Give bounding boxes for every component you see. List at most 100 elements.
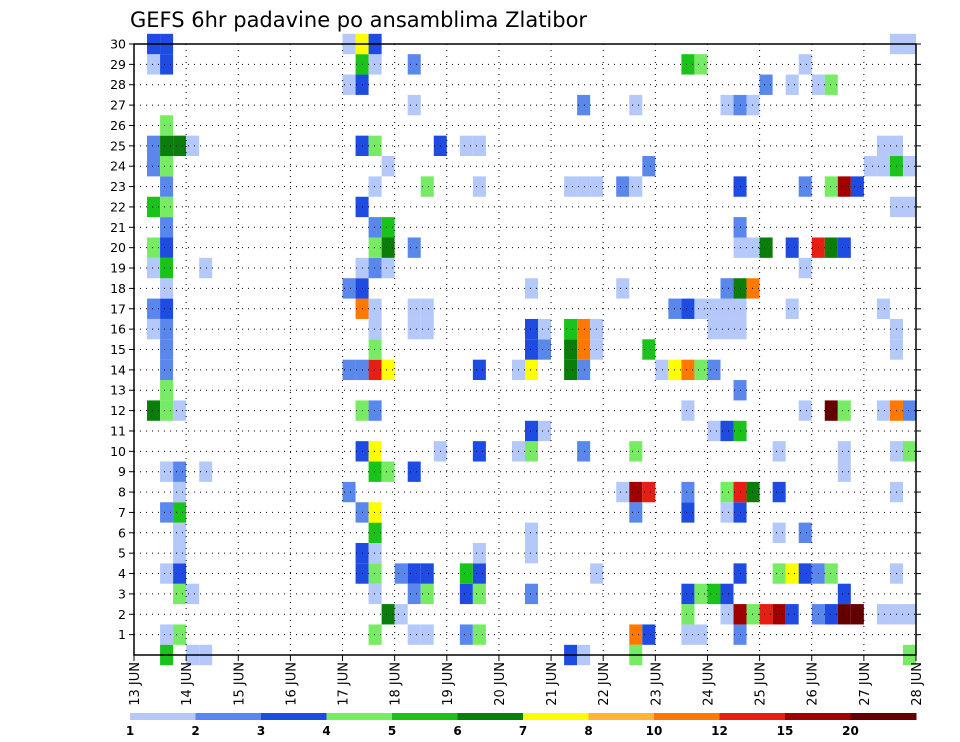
heatmap-cell [798, 257, 812, 279]
heatmap-cell [160, 298, 174, 319]
heatmap-cell [707, 583, 721, 605]
heatmap-cell [720, 481, 734, 503]
heatmap-cell [525, 583, 539, 605]
heatmap-cell [707, 318, 721, 340]
heatmap-cell [720, 278, 734, 299]
heatmap-cell [642, 339, 656, 360]
heatmap-cell [160, 624, 174, 645]
y-tick-label: 10 [110, 444, 126, 459]
heatmap-cell [681, 359, 695, 381]
heatmap-cell [368, 237, 382, 258]
y-tick-label: 7 [118, 505, 126, 520]
colorbar-label: 10 [646, 724, 663, 738]
y-tick-label: 20 [110, 240, 126, 255]
heatmap-cell [525, 420, 539, 442]
heatmap-cell [902, 196, 916, 218]
y-tick-label: 15 [110, 342, 126, 357]
heatmap-cell [759, 604, 773, 625]
heatmap-cell [707, 298, 721, 319]
heatmap-cell [381, 359, 395, 381]
heatmap-cell [577, 176, 591, 197]
heatmap-cell [459, 583, 473, 605]
heatmap-cell [824, 74, 838, 95]
heatmap-cell [173, 624, 187, 645]
y-tick-label: 2 [118, 607, 126, 622]
heatmap-cell [681, 502, 695, 523]
heatmap-cell [472, 542, 486, 564]
heatmap-cell [368, 135, 382, 157]
colorbar: 1 2 3 4 5 6 7 8 10 12 15 20 [126, 713, 917, 738]
heatmap-cell [525, 542, 539, 564]
x-tick-label: 21 JUN [545, 662, 560, 706]
heatmap-cell [577, 94, 591, 116]
x-tick-label: 16 JUN [284, 662, 299, 706]
heatmap-cell [876, 135, 890, 157]
heatmap-cell [394, 563, 408, 584]
heatmap-cell [564, 176, 578, 197]
heatmap-cell [720, 94, 734, 116]
heatmap-cell [824, 604, 838, 625]
heatmap-cell [173, 481, 187, 503]
heatmap-cell [368, 624, 382, 645]
heatmap-cell [564, 339, 578, 360]
colorbar-swatch [719, 713, 786, 720]
heatmap-cell [368, 54, 382, 75]
heatmap-cell [876, 156, 890, 177]
heatmap-cell [538, 339, 552, 360]
heatmap-cell [407, 583, 421, 605]
heatmap-cell [876, 400, 890, 421]
heatmap-cell [681, 400, 695, 421]
heatmap-cell [472, 563, 486, 584]
colorbar-label: 1 [126, 724, 134, 738]
heatmap-cell [368, 502, 382, 523]
x-tick-label: 23 JUN [649, 662, 664, 706]
heatmap-cell [824, 563, 838, 584]
heatmap-cell [173, 461, 187, 482]
heatmap-cell [342, 481, 356, 503]
heatmap-cell [772, 604, 786, 625]
heatmap-cell [798, 54, 812, 75]
x-tick-label: 24 JUN [701, 662, 716, 706]
x-tick-label: 13 JUN [128, 662, 143, 706]
y-tick-label: 23 [110, 179, 126, 194]
heatmap-cell [160, 257, 174, 279]
heatmap-cell [837, 400, 851, 421]
heatmap-cell [472, 583, 486, 605]
heatmap-cell [368, 318, 382, 340]
heatmap-cell [798, 522, 812, 543]
heatmap-cell [824, 400, 838, 421]
heatmap-cell [407, 563, 421, 584]
heatmap-cell [577, 339, 591, 360]
heatmap-cell [368, 257, 382, 279]
heatmap-cell [707, 420, 721, 442]
heatmap-cell [160, 237, 174, 258]
x-tick-label: 26 JUN [806, 662, 821, 706]
colorbar-swatch [523, 713, 589, 720]
heatmap-cell [381, 156, 395, 177]
heatmap-cell [629, 502, 643, 523]
heatmap-cell [160, 217, 174, 238]
heatmap-cell [629, 441, 643, 462]
colorbar-label: 5 [388, 724, 396, 738]
heatmap-cell [147, 237, 161, 258]
x-tick-label: 22 JUN [597, 662, 612, 706]
x-tick-label: 18 JUN [389, 662, 404, 706]
heatmap-cell [381, 217, 395, 238]
y-tick-label: 12 [110, 403, 126, 418]
heatmap-cell [629, 481, 643, 503]
heatmap-cell [564, 359, 578, 381]
heatmap-cell [694, 298, 708, 319]
heatmap-cell [655, 359, 669, 381]
y-tick-label: 16 [110, 322, 126, 337]
heatmap-cell [681, 624, 695, 645]
heatmap-cell [850, 604, 864, 625]
colorbar-swatch [654, 713, 720, 720]
heatmap-cell [342, 278, 356, 299]
colorbar-swatch [457, 713, 524, 720]
colorbar-label: 12 [711, 724, 728, 738]
heatmap-cell [681, 54, 695, 75]
heatmap-cell [173, 522, 187, 543]
heatmap-cell [368, 339, 382, 360]
heatmap-cell [420, 176, 434, 197]
y-tick-label: 13 [110, 383, 126, 398]
